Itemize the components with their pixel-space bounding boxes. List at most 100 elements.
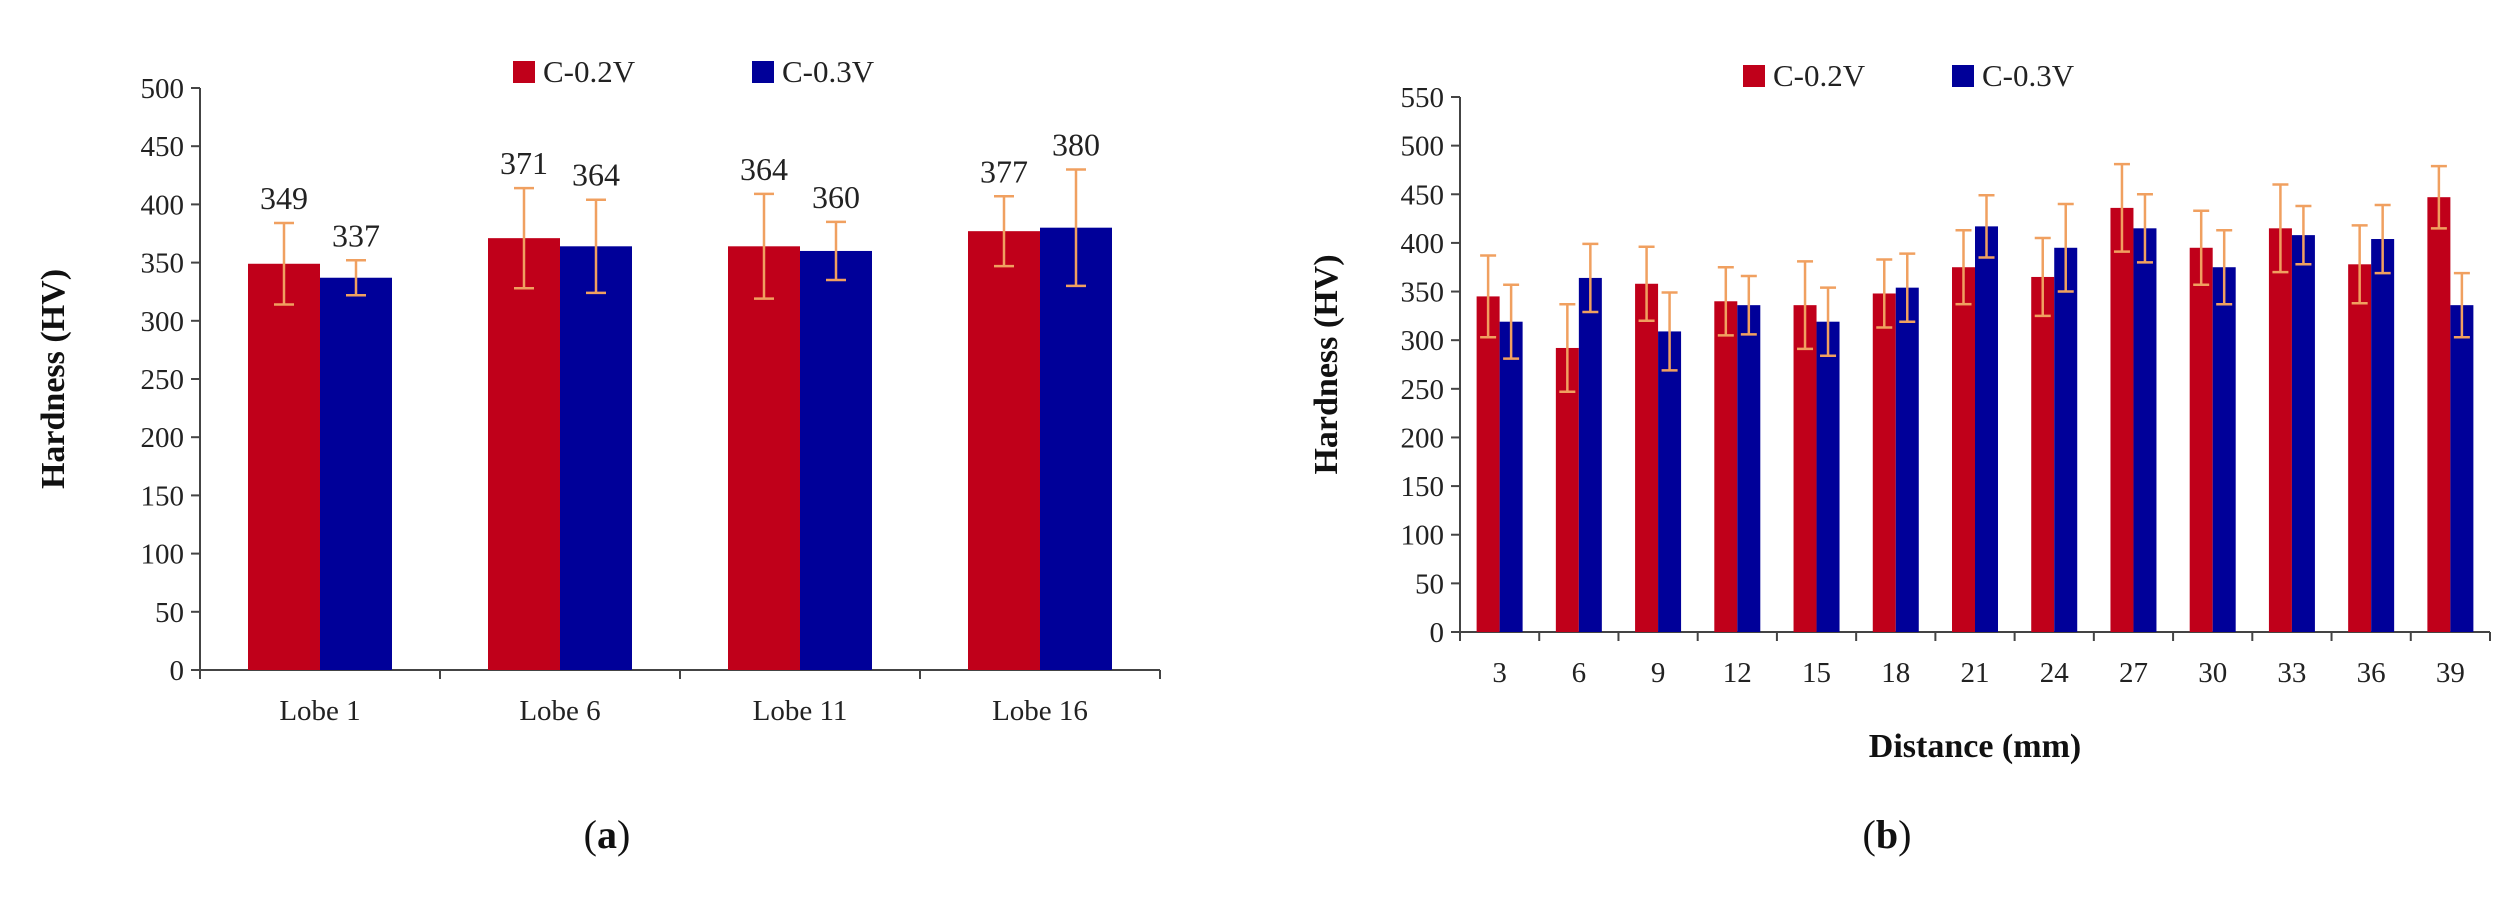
x-tick-label: 27 <box>2119 657 2148 689</box>
data-label: 377 <box>980 153 1028 189</box>
bar-c-0.3v-24 <box>2054 247 2078 633</box>
error-bar <box>1955 229 1972 306</box>
y-tick-label: 350 <box>141 248 185 280</box>
error-bar <box>1582 242 1599 314</box>
error-bar <box>1899 252 1916 323</box>
bar-c-0.3v-lobe-11 <box>800 250 872 670</box>
legend-swatch-2 <box>752 61 774 83</box>
legend: C-0.2V C-0.3V <box>1743 58 2075 93</box>
legend: C-0.2V C-0.3V <box>513 54 875 89</box>
y-tick-label: 250 <box>141 364 185 396</box>
y-tick-label: 250 <box>1401 374 1445 406</box>
y-axis-title: Hardness (HV) <box>35 269 72 489</box>
bar-c-0.2v-lobe-6 <box>488 238 560 670</box>
x-tick-label: 18 <box>1881 657 1910 689</box>
bar-c-0.2v-15 <box>1793 305 1817 632</box>
error-bar <box>2295 204 2312 266</box>
bar-c-0.2v-12 <box>1714 301 1738 632</box>
x-tick-label: Lobe 16 <box>992 695 1088 727</box>
y-tick-label: 150 <box>141 480 185 512</box>
bar-c-0.3v-18 <box>1895 287 1919 632</box>
error-bar <box>2374 203 2391 275</box>
y-tick-label: 100 <box>1401 520 1445 552</box>
y-tick-label: 0 <box>170 655 185 687</box>
bar-c-0.2v-33 <box>2268 228 2292 632</box>
bar-c-0.3v-9 <box>1658 331 1682 632</box>
x-tick-label: 36 <box>2357 657 2386 689</box>
bar-c-0.2v-lobe-16 <box>968 231 1040 670</box>
error-bar <box>514 186 534 290</box>
panel-label: (a) <box>584 812 631 857</box>
error-bar <box>274 221 294 306</box>
y-tick-label: 0 <box>1430 617 1445 649</box>
error-bar <box>1717 265 1734 337</box>
error-bar <box>2453 271 2470 339</box>
bar-c-0.3v-12 <box>1737 305 1761 632</box>
error-bar <box>1797 260 1814 351</box>
y-tick-label: 450 <box>141 131 185 163</box>
bar-c-0.2v-21 <box>1952 267 1975 632</box>
data-label: 337 <box>332 217 380 253</box>
x-tick-label: 39 <box>2436 657 2465 689</box>
x-tick-label: 30 <box>2198 657 2227 689</box>
bar-c-0.3v-30 <box>2212 267 2236 632</box>
error-bar <box>754 192 774 300</box>
bar-c-0.3v-lobe-6 <box>560 246 632 670</box>
y-tick-label: 150 <box>1401 471 1445 503</box>
x-tick-label: 33 <box>2277 657 2306 689</box>
bar-c-0.3v-21 <box>1975 226 1998 632</box>
bar-c-0.2v-36 <box>2348 264 2372 632</box>
y-tick-label: 50 <box>1415 568 1444 600</box>
y-tick-label: 500 <box>1401 131 1445 163</box>
error-bar <box>1066 168 1086 288</box>
error-bar <box>2216 229 2233 306</box>
error-bar <box>586 198 606 295</box>
x-tick-label: 12 <box>1723 657 1752 689</box>
bar-c-0.3v-39 <box>2450 305 2474 632</box>
legend-label-2: C-0.3V <box>1982 58 2075 93</box>
y-tick-label: 450 <box>1401 179 1445 211</box>
chart-b-hardness-by-distance: 0 50 100 150 200 250 300 350 400 450 500 550 Hardnes… <box>1308 58 2491 857</box>
data-label: 364 <box>572 157 620 193</box>
bar-c-0.2v-3 <box>1476 296 1500 632</box>
error-bar <box>2136 193 2153 264</box>
y-tick-label: 300 <box>141 306 185 338</box>
x-tick-label: 24 <box>2040 657 2070 689</box>
error-bar <box>2351 224 2368 305</box>
bar-c-0.2v-lobe-1 <box>248 263 320 670</box>
data-label: 371 <box>500 145 548 181</box>
error-bar <box>2057 202 2074 293</box>
error-bar <box>1820 286 1837 357</box>
bar-c-0.2v-27 <box>2110 207 2134 632</box>
bar-c-0.2v-6 <box>1555 347 1579 632</box>
x-tick-label: Lobe 1 <box>279 695 360 727</box>
y-tick-label: 350 <box>1401 277 1445 309</box>
error-bar <box>2193 209 2210 286</box>
y-tick-label: 500 <box>141 73 185 105</box>
legend-label-1: C-0.2V <box>543 54 636 89</box>
error-bar <box>2034 236 2051 318</box>
error-bar <box>994 195 1014 268</box>
error-bar <box>1661 291 1678 372</box>
error-bar <box>346 259 366 297</box>
bar-c-0.3v-lobe-1 <box>320 277 392 670</box>
error-bar <box>2430 164 2447 230</box>
y-tick-label: 100 <box>141 539 185 571</box>
x-tick-label: 15 <box>1802 657 1831 689</box>
y-tick-label: 200 <box>1401 422 1445 454</box>
error-bar <box>1876 258 1893 329</box>
data-label: 364 <box>740 151 788 187</box>
bar-c-0.3v-15 <box>1816 321 1840 632</box>
y-axis-title: Hardness (HV) <box>1308 254 1345 474</box>
bar-c-0.2v-30 <box>2189 247 2213 633</box>
error-bar <box>2272 183 2289 274</box>
x-tick-label: Lobe 11 <box>753 695 848 727</box>
chart-a-hardness-by-lobe: 0 50 100 150 200 250 300 350 400 450 500 Hardness (… <box>35 54 1161 857</box>
error-bar <box>1978 193 1995 259</box>
legend-label-1: C-0.2V <box>1773 58 1866 93</box>
x-tick-label: 3 <box>1492 657 1507 689</box>
error-bar <box>2113 162 2130 253</box>
error-bar <box>826 220 846 282</box>
error-bar <box>1503 283 1520 360</box>
bar-c-0.2v-lobe-11 <box>728 246 800 670</box>
